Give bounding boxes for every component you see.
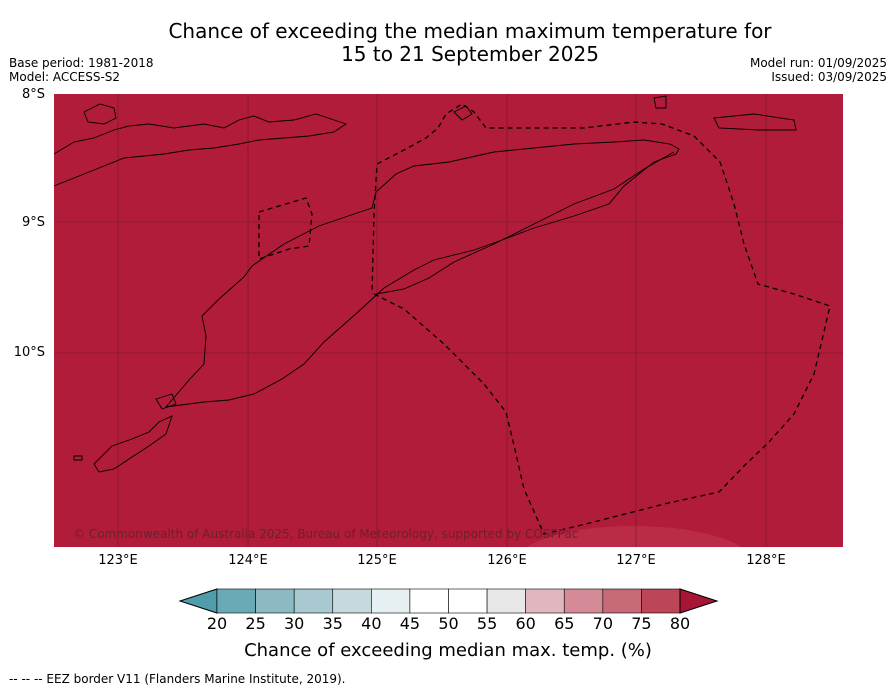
small-island-1 (83, 103, 117, 125)
colorbar-tick-label: 50 (438, 614, 459, 633)
small-island-3 (713, 113, 797, 131)
colorbar (178, 588, 719, 614)
colorbar-cell (563, 588, 604, 614)
lon-label-125e: 125°E (357, 553, 397, 568)
eez-border-timor (371, 103, 831, 535)
eez-border-enclave (258, 197, 313, 260)
lon-label-124e: 124°E (228, 553, 268, 568)
map-title-line-2: 15 to 21 September 2025 (341, 42, 599, 66)
lat-label-8s: 8°S (21, 87, 45, 102)
colorbar-cell (486, 588, 526, 614)
lon-label-128e: 128°E (746, 553, 786, 568)
eez-border-footnote: -- -- -- EEZ border V11 (Flanders Marine… (9, 672, 346, 686)
timor-inner-line (375, 151, 675, 295)
small-island-6 (73, 455, 83, 461)
colorbar-tick-label: 75 (631, 614, 652, 633)
colorbar-tick-label: 65 (554, 614, 575, 633)
colorbar-tick-label: 60 (515, 614, 536, 633)
coastlines (54, 95, 797, 473)
lon-label-127e: 127°E (616, 553, 656, 568)
copyright-text: © Commonwealth of Australia 2025, Bureau… (73, 527, 579, 541)
timor-coastline (164, 139, 680, 408)
colorbar-cell (216, 588, 256, 614)
lighter-shade-patch (526, 526, 742, 547)
model-text: Model: ACCESS-S2 (9, 70, 121, 84)
colorbar-cell (448, 588, 488, 614)
southwest-islands (93, 415, 173, 473)
colorbar-cell (332, 588, 372, 614)
lon-label-123e: 123°E (98, 553, 138, 568)
small-island-2 (653, 95, 667, 109)
alor-flores-coastline (54, 113, 348, 187)
colorbar-tick-label: 45 (399, 614, 421, 633)
lat-label-10s: 10°S (13, 345, 45, 360)
colorbar-cell (525, 588, 565, 614)
colorbar-cell (371, 588, 411, 614)
eez-borders (258, 103, 831, 535)
colorbar-cell (602, 588, 642, 614)
model-run-text: Model run: 01/09/2025 (749, 56, 887, 70)
map-title-line-1: Chance of exceeding the median maximum t… (168, 19, 772, 43)
graticule (54, 94, 843, 547)
colorbar-tick-label: 55 (476, 614, 498, 633)
colorbar-label: Chance of exceeding median max. temp. (%… (244, 640, 652, 661)
lat-label-9s: 9°S (21, 215, 45, 230)
forecast-map (54, 94, 843, 547)
issued-text: Issued: 03/09/2025 (771, 70, 887, 84)
colorbar-cell (293, 588, 334, 614)
colorbar-tick-label: 35 (322, 614, 343, 633)
small-island-5 (155, 393, 177, 410)
lon-label-126e: 126°E (487, 553, 527, 568)
colorbar-tick-label: 25 (245, 614, 266, 633)
colorbar-over-arrow (679, 588, 719, 614)
colorbar-cell (255, 588, 295, 614)
base-period-text: Base period: 1981-2018 (9, 56, 154, 70)
small-island-4 (453, 105, 473, 121)
colorbar-tick-label: 30 (283, 614, 305, 633)
map-background (54, 94, 843, 547)
colorbar-tick-label: 20 (206, 614, 228, 633)
colorbar-cell (641, 588, 681, 614)
colorbar-tick-label: 80 (669, 614, 691, 633)
colorbar-under-arrow (178, 588, 218, 614)
colorbar-tick-label: 70 (592, 614, 613, 633)
colorbar-tick-label: 40 (361, 614, 382, 633)
colorbar-cell (409, 588, 449, 614)
